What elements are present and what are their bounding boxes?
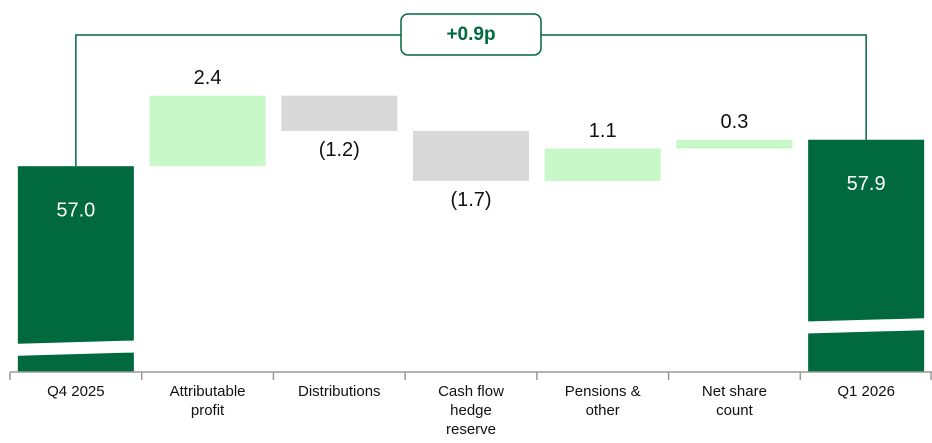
- x-tick-label: Q1 2026: [837, 383, 895, 400]
- value-label: (1.7): [450, 189, 491, 211]
- x-tick-label: Q4 2025: [47, 383, 105, 400]
- value-label: (1.2): [319, 139, 360, 161]
- bar: [17, 166, 134, 372]
- axis-break: [10, 318, 932, 356]
- bar: [281, 95, 398, 131]
- x-tick-label: Cash flow hedge reserve: [438, 383, 504, 438]
- value-label: 1.1: [589, 120, 617, 142]
- x-tick-label: Attributable profit: [169, 383, 246, 419]
- annotation-box: [400, 13, 542, 56]
- bar: [149, 95, 266, 167]
- annotation: +0.9p: [446, 24, 495, 45]
- value-label: 0.3: [721, 111, 749, 133]
- value-label: 57.9: [847, 173, 886, 195]
- bar: [413, 130, 529, 181]
- x-tick-label: Net share count: [701, 383, 767, 419]
- bar: [808, 139, 925, 372]
- bar: [544, 148, 661, 181]
- x-tick-label: Pensions & other: [564, 383, 641, 419]
- value-label: 2.4: [194, 67, 222, 89]
- x-tick-label: Distributions: [298, 383, 381, 400]
- value-label: 57.0: [56, 199, 95, 221]
- bar: [676, 139, 793, 149]
